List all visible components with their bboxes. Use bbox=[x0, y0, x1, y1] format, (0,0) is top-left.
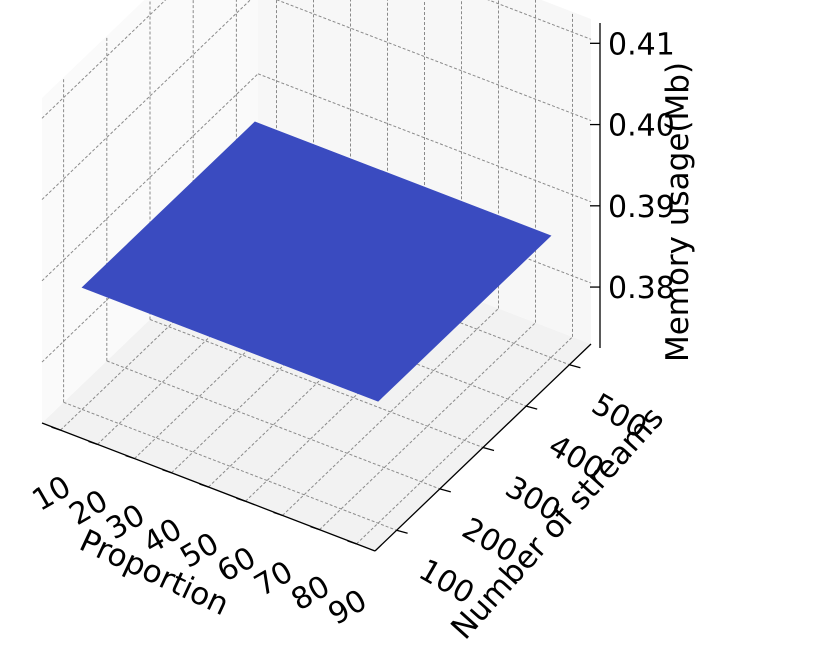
z-tick-label: 0.38 bbox=[608, 271, 675, 306]
x-tick-mark bbox=[347, 540, 357, 545]
y-tick-mark bbox=[526, 405, 538, 410]
z-tick-label: 0.41 bbox=[608, 27, 675, 62]
back-grid-z bbox=[257, 73, 592, 203]
z-axis-title: Memory usage(Mb) bbox=[660, 62, 696, 362]
x-tick-mark bbox=[199, 483, 209, 488]
floor-grid-y bbox=[149, 319, 484, 448]
x-tick-mark bbox=[88, 440, 98, 445]
y-tick-mark bbox=[396, 529, 408, 534]
x-tick-mark bbox=[310, 526, 320, 531]
floor-grid-y bbox=[106, 360, 440, 490]
y-tick-mark bbox=[482, 446, 495, 452]
z-tick-label: 0.39 bbox=[608, 190, 675, 225]
floor-grid-y bbox=[63, 401, 397, 531]
y-tick-mark bbox=[569, 364, 581, 369]
axis-lines bbox=[41, 23, 601, 552]
back-grid-z bbox=[275, 0, 592, 122]
grid-lines bbox=[41, 0, 592, 545]
x-tick-mark bbox=[125, 454, 135, 460]
y-tick-mark bbox=[439, 488, 451, 493]
z-tick-label: 0.40 bbox=[608, 109, 675, 144]
surface-patch bbox=[81, 121, 552, 402]
x-tick-mark bbox=[236, 497, 246, 502]
x-tick-mark bbox=[273, 511, 283, 517]
back-grid-z bbox=[487, 0, 592, 40]
back-grid-z bbox=[257, 154, 592, 284]
floor-grid-y bbox=[236, 236, 570, 366]
x-tick-mark bbox=[162, 469, 172, 474]
surface-layer bbox=[81, 121, 552, 402]
x-tick-mark bbox=[51, 426, 61, 431]
floor-grid-y bbox=[193, 277, 527, 407]
